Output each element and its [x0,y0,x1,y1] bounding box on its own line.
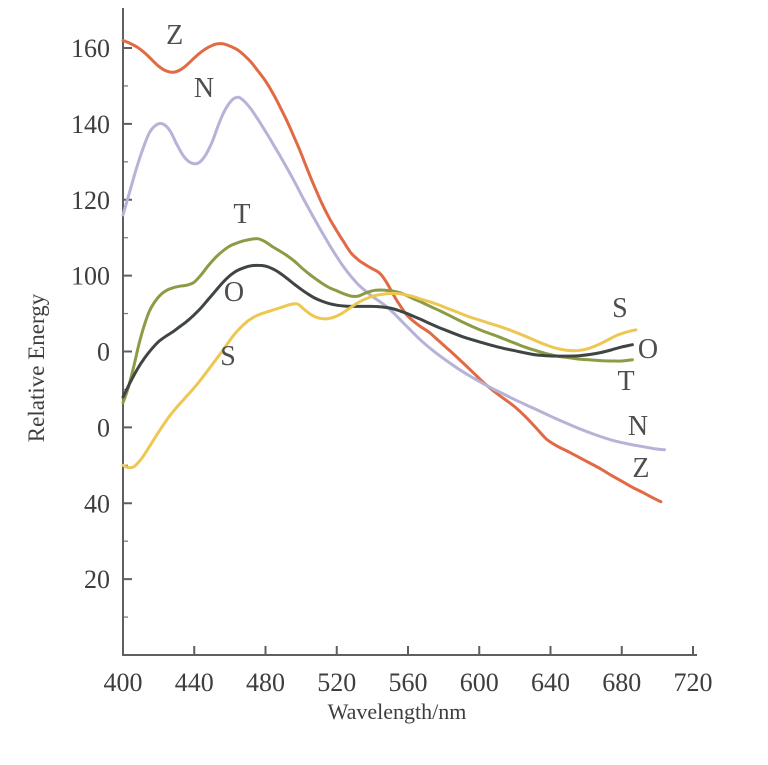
y-axis-tick-label: 0 [97,413,110,442]
curve-label-T-left: T [233,199,250,230]
x-axis-tick-label: 720 [674,668,713,697]
curve-label-Z-right: Z [632,453,649,484]
curve-label-O-right: O [638,334,658,365]
y-axis-tick-label: 160 [71,34,110,63]
curve-label-N-left: N [194,73,214,104]
x-axis-tick-label: 440 [175,668,214,697]
x-axis-tick-label: 640 [531,668,570,697]
curve-label-T-right: T [617,366,634,397]
curve-O [121,263,634,399]
x-axis-tick-label: 480 [246,668,285,697]
curve-label-S-right: S [612,293,628,324]
curve-T [121,237,634,405]
curve-label-S-left: S [220,341,236,372]
x-axis-title: Wavelength/nm [328,699,467,724]
x-axis-tick-label: 400 [104,668,143,697]
x-axis-tick-label: 520 [317,668,356,697]
curve-Z [121,38,663,504]
axes [122,8,697,656]
curve-N [121,95,666,452]
y-axis-tick-label: 120 [71,186,110,215]
y-axis-tick-label: 0 [97,338,110,367]
curve-S [121,291,638,470]
x-axis-tick-label: 560 [389,668,428,697]
curve-label-N-right: N [628,411,648,442]
curve-label-O-left: O [224,277,244,308]
x-axis-tick-label: 680 [602,668,641,697]
y-axis-tick-label: 140 [71,110,110,139]
y-axis-tick-label: 20 [84,565,110,594]
x-axis-tick-label: 600 [460,668,499,697]
curve-label-Z-left: Z [166,20,183,51]
y-axis-tick-label: 40 [84,489,110,518]
y-axis-tick-label: 100 [71,262,110,291]
y-axis-title: Relative Energy [24,293,49,442]
